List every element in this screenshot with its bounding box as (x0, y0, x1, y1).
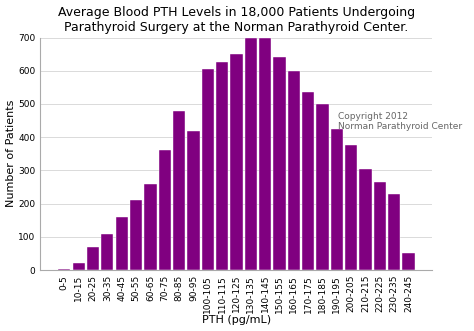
Bar (359, 169, 372, 270)
Bar (187, 130, 200, 270)
Bar (101, 233, 113, 270)
Bar (331, 129, 343, 270)
Bar (144, 184, 156, 270)
Bar (273, 58, 286, 270)
Bar (159, 151, 171, 270)
Bar (288, 71, 300, 270)
Bar (345, 145, 357, 270)
Bar (173, 111, 185, 270)
Bar (87, 247, 99, 270)
Bar (116, 217, 128, 270)
Bar (388, 194, 401, 270)
Bar (245, 37, 257, 270)
Y-axis label: Number of Patients: Number of Patients (6, 100, 16, 208)
Bar (402, 254, 415, 270)
Bar (374, 182, 386, 270)
Text: Copyright 2012
Norman Parathyroid Center: Copyright 2012 Norman Parathyroid Center (338, 112, 463, 131)
Bar (73, 263, 85, 270)
Bar (259, 37, 271, 270)
Bar (230, 54, 243, 270)
Bar (302, 92, 314, 270)
Bar (216, 63, 228, 270)
Bar (58, 269, 71, 270)
Bar (130, 200, 142, 270)
Bar (317, 104, 328, 270)
Title: Average Blood PTH Levels in 18,000 Patients Undergoing
Parathyroid Surgery at th: Average Blood PTH Levels in 18,000 Patie… (58, 6, 415, 33)
Bar (201, 69, 214, 270)
X-axis label: PTH (pg/mL): PTH (pg/mL) (202, 315, 271, 325)
